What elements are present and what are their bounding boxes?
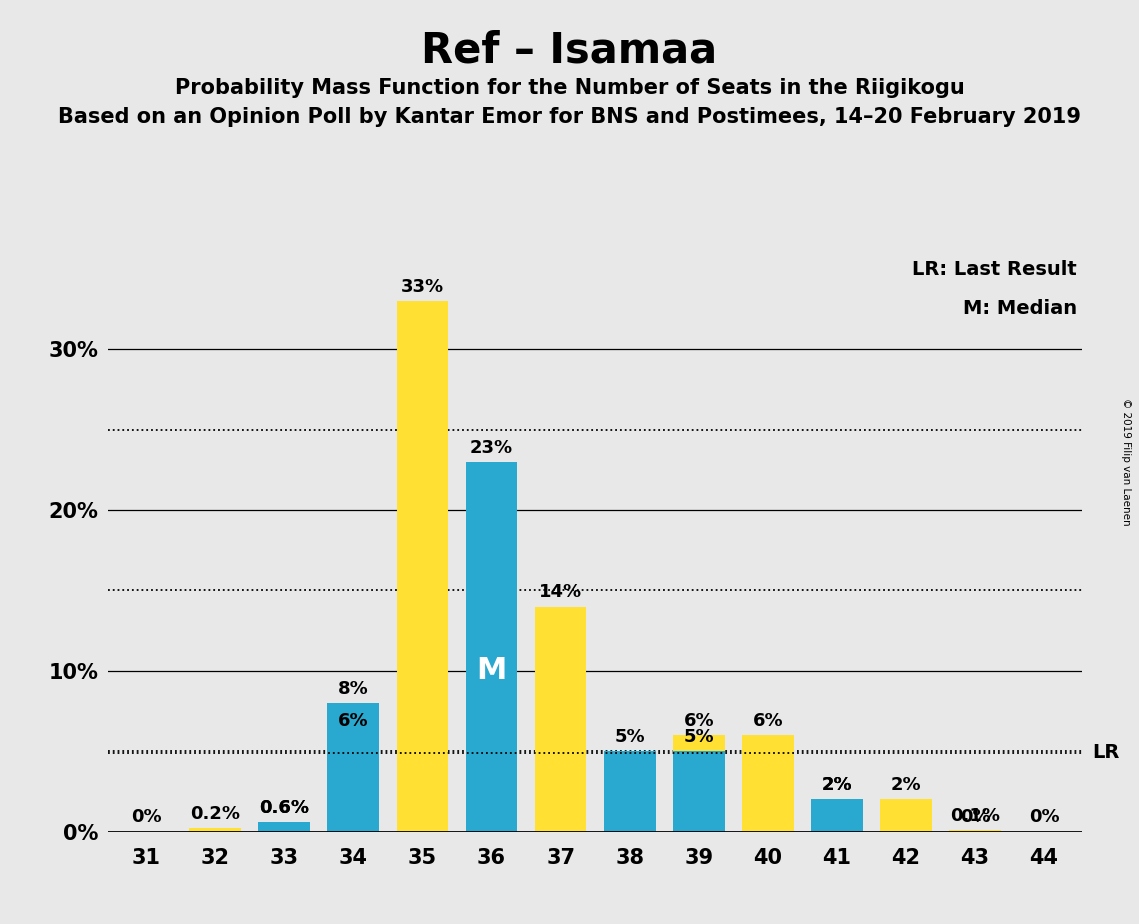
Text: Ref – Isamaa: Ref – Isamaa xyxy=(421,30,718,71)
Text: 2%: 2% xyxy=(821,776,852,795)
Text: LR: Last Result: LR: Last Result xyxy=(912,260,1077,278)
Bar xyxy=(811,799,862,832)
Text: 2%: 2% xyxy=(891,776,921,795)
Bar xyxy=(604,751,656,832)
Text: 0.6%: 0.6% xyxy=(260,799,310,817)
Text: 0%: 0% xyxy=(131,808,162,826)
Text: 0%: 0% xyxy=(960,808,990,826)
Text: 0%: 0% xyxy=(1029,808,1059,826)
Text: 33%: 33% xyxy=(401,278,444,296)
Bar xyxy=(466,462,517,832)
Text: 8%: 8% xyxy=(338,680,369,698)
Text: M: M xyxy=(476,656,507,686)
Text: Based on an Opinion Poll by Kantar Emor for BNS and Postimees, 14–20 February 20: Based on an Opinion Poll by Kantar Emor … xyxy=(58,107,1081,128)
Bar xyxy=(259,822,310,832)
Bar xyxy=(880,799,932,832)
Bar xyxy=(949,830,1001,832)
Text: 0.6%: 0.6% xyxy=(260,799,310,817)
Text: LR: LR xyxy=(1092,743,1120,762)
Text: 6%: 6% xyxy=(753,712,784,730)
Text: 5%: 5% xyxy=(614,728,645,746)
Text: 14%: 14% xyxy=(539,583,582,602)
Bar xyxy=(673,736,724,832)
Text: 6%: 6% xyxy=(338,712,369,730)
Text: 23%: 23% xyxy=(470,439,513,456)
Bar xyxy=(741,736,794,832)
Text: M: Median: M: Median xyxy=(964,298,1077,318)
Text: 0.1%: 0.1% xyxy=(950,807,1000,825)
Bar xyxy=(328,703,379,832)
Text: 5%: 5% xyxy=(683,728,714,746)
Bar xyxy=(534,606,587,832)
Text: 6%: 6% xyxy=(683,712,714,730)
Bar xyxy=(189,829,241,832)
Bar xyxy=(673,751,724,832)
Bar xyxy=(811,799,862,832)
Text: 0.2%: 0.2% xyxy=(190,805,240,823)
Bar xyxy=(396,301,449,832)
Bar xyxy=(328,736,379,832)
Text: © 2019 Filip van Laenen: © 2019 Filip van Laenen xyxy=(1121,398,1131,526)
Text: Probability Mass Function for the Number of Seats in the Riigikogu: Probability Mass Function for the Number… xyxy=(174,78,965,98)
Text: 2%: 2% xyxy=(821,776,852,795)
Bar xyxy=(259,822,310,832)
